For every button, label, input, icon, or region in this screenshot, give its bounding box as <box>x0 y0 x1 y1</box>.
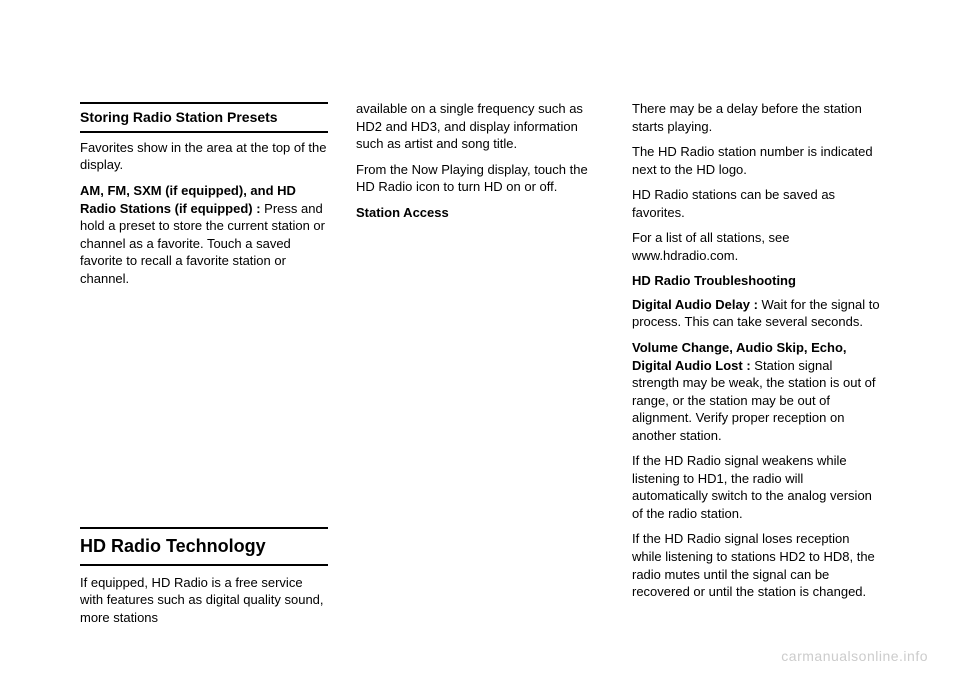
para-signal-weakens: If the HD Radio signal weakens while lis… <box>632 452 880 522</box>
para-hdradio-link: For a list of all stations, see www.hdra… <box>632 229 880 264</box>
watermark: carmanualsonline.info <box>781 648 928 664</box>
para-favorites-area: Favorites show in the area at the top of… <box>80 139 328 174</box>
heading-station-access: Station Access <box>356 204 604 222</box>
bold-digital-delay: Digital Audio Delay : <box>632 297 758 312</box>
heading-hd-radio-tech: HD Radio Technology <box>80 527 328 565</box>
para-hd-free-service: If equipped, HD Radio is a free service … <box>80 574 328 627</box>
para-hd-number: The HD Radio station number is indicated… <box>632 143 880 178</box>
spacer <box>80 295 328 525</box>
para-signal-loses: If the HD Radio signal loses reception w… <box>632 530 880 600</box>
para-digital-delay: Digital Audio Delay : Wait for the signa… <box>632 296 880 331</box>
para-volume-change: Volume Change, Audio Skip, Echo, Digital… <box>632 339 880 444</box>
para-am-fm-sxm: AM, FM, SXM (if equipped), and HD Radio … <box>80 182 328 287</box>
column-3: There may be a delay before the station … <box>632 100 880 634</box>
para-available-frequency: available on a single frequency such as … <box>356 100 604 153</box>
heading-hd-troubleshooting: HD Radio Troubleshooting <box>632 272 880 290</box>
page-columns: Storing Radio Station Presets Favorites … <box>80 100 880 634</box>
heading-storing-presets: Storing Radio Station Presets <box>80 102 328 133</box>
column-1: Storing Radio Station Presets Favorites … <box>80 100 328 634</box>
column-2: available on a single frequency such as … <box>356 100 604 634</box>
para-hd-favorites: HD Radio stations can be saved as favori… <box>632 186 880 221</box>
para-delay: There may be a delay before the station … <box>632 100 880 135</box>
para-now-playing: From the Now Playing display, touch the … <box>356 161 604 196</box>
